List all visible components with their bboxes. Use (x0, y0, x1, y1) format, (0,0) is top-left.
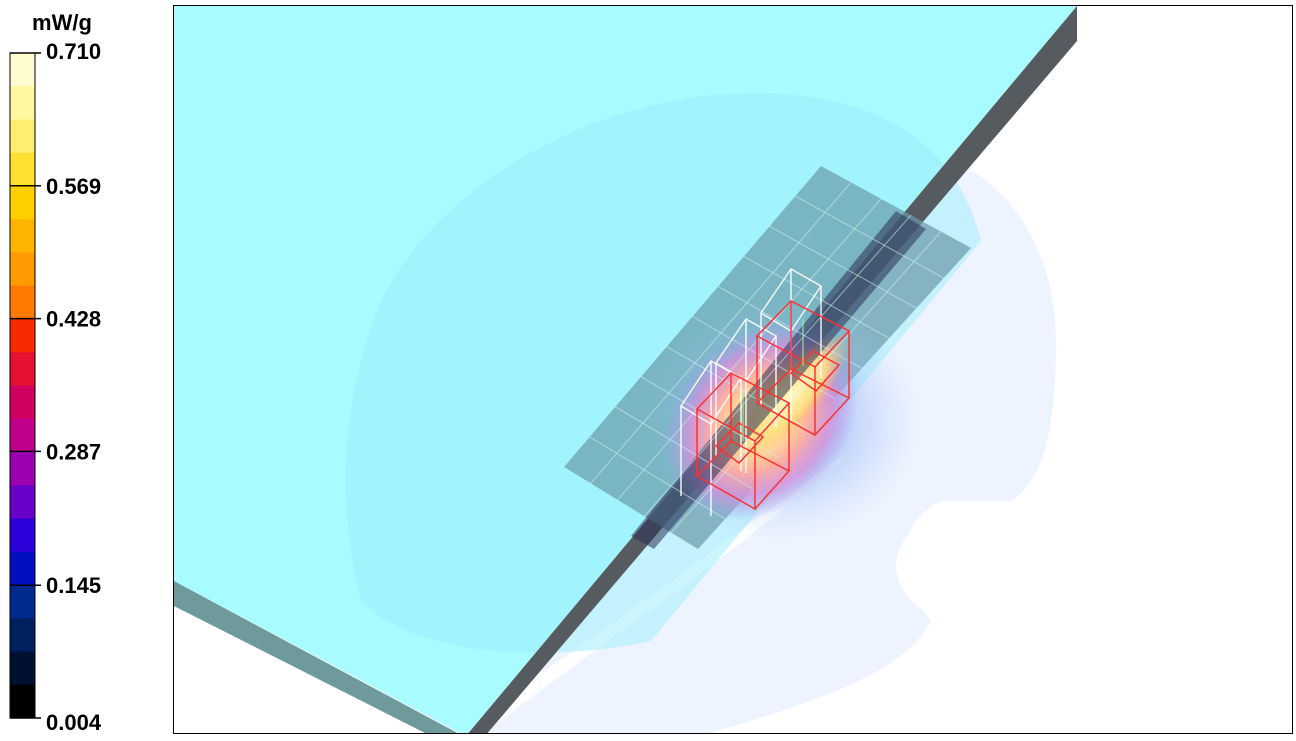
scan-grid-line (666, 346, 808, 430)
colorbar-cell (10, 186, 35, 220)
field-gap (896, 504, 1076, 628)
scan-grid-line (692, 316, 835, 399)
colorbar-cell (10, 53, 35, 87)
colorbar-tick-label: 0.710 (46, 39, 101, 64)
colorbar-unit-label: mW/g (32, 10, 92, 35)
colorbar-cell (10, 285, 35, 320)
scan-grid-line (743, 255, 890, 339)
colorbar-tick-label: 0.004 (46, 710, 102, 735)
colorbar-cell (10, 618, 35, 652)
colorbar-cell (10, 219, 35, 253)
colorbar-cell (10, 684, 35, 719)
colorbar-cell (10, 352, 35, 386)
colorbar-tick-label: 0.287 (46, 439, 101, 464)
colorbar-cell (10, 418, 35, 453)
colorbar-ticks: 0.710 0.569 0.428 0.287 0.145 0.004 (10, 39, 102, 735)
edge-overlay (631, 211, 926, 549)
scan-grid-line (589, 436, 726, 520)
colorbar: mW/g 0.710 0.569 0.428 0.287 0.145 0.004 (9, 10, 102, 735)
colorbar-tick-label: 0.428 (46, 307, 101, 332)
colorbar-cell (10, 152, 35, 187)
colorbar-cell (10, 485, 35, 519)
sar-field-lobe (484, 141, 1057, 733)
colorbar-cell (10, 385, 35, 420)
colorbar-cell (10, 252, 35, 287)
colorbar-cell (10, 86, 35, 120)
scan-grid-line (717, 285, 863, 369)
scan-grid-line (615, 406, 753, 490)
sar-3d-view (174, 6, 1077, 733)
colorbar-cell (10, 452, 35, 486)
colorbar-tick-label: 0.569 (46, 174, 101, 199)
colorbar-cell (10, 518, 35, 553)
colorbar-cell (10, 319, 35, 353)
red-cube-outlines (695, 300, 851, 510)
colorbar-cell (10, 119, 35, 154)
sar-distribution-plot (173, 5, 1293, 734)
colorbar-cells (9, 52, 36, 719)
scan-grid-line (769, 225, 917, 309)
probe-axis-lines (742, 319, 804, 441)
colorbar-tick-label: 0.145 (46, 573, 101, 598)
scan-grid-line (795, 195, 944, 279)
phantom-side-face-bottom (174, 581, 458, 733)
colorbar-cell (10, 651, 35, 686)
color-legend: mW/g 0.710 0.569 0.428 0.287 0.145 0.004 (0, 0, 168, 736)
colorbar-cell (10, 585, 35, 619)
scan-grid-lines (589, 182, 944, 533)
colorbar-cell (10, 551, 35, 586)
zoom-scan-cubes (679, 268, 851, 516)
